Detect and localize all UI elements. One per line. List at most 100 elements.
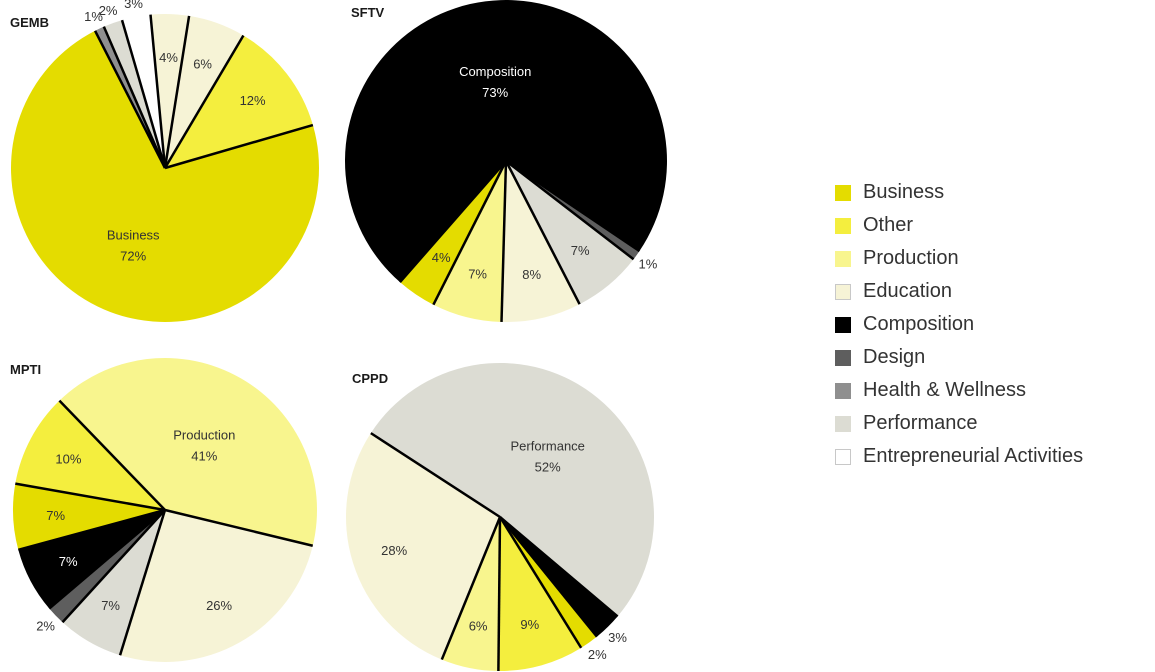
chart-title-gemb: GEMB: [10, 15, 49, 30]
legend-swatch-business: [835, 184, 851, 201]
legend-item-education: Education: [835, 275, 1083, 308]
slice-divider-cppd-1: [499, 516, 619, 618]
slice-divider-gemb-1: [164, 123, 314, 170]
slice-value-gemb-0: 72%: [120, 249, 146, 264]
legend-item-production: Production: [835, 242, 1083, 275]
slice-mpti-production-0: [59, 357, 318, 546]
slice-divider-sftv-2: [432, 160, 508, 306]
slice-value-sftv-4: 7%: [571, 243, 590, 258]
legend-swatch-production: [835, 250, 851, 267]
pie-chart-gemb: GEMB Business 72% 12% 6% 4% 3% 2%1%: [10, 0, 320, 322]
slice-divider-gemb-4: [149, 14, 167, 169]
chart-title-sftv: SFTV: [351, 5, 385, 20]
slice-cppd-business-2: [500, 517, 597, 648]
legend-item-business: Business: [835, 176, 1083, 209]
slice-cppd-education-5: [346, 433, 500, 660]
slice-value-gemb-6: 1%: [84, 9, 103, 24]
slice-divider-mpti-2: [118, 509, 167, 656]
legend-item-health-wellness: Health & Wellness: [835, 374, 1083, 407]
legend-item-entrepreneurial-activities: Entrepreneurial Activities: [835, 440, 1083, 473]
slice-divider-gemb-3: [163, 15, 191, 169]
legend-swatch-composition: [835, 316, 851, 333]
slice-value-sftv-2: 7%: [468, 266, 487, 281]
slice-label-sftv-composition: Composition: [459, 64, 531, 79]
slice-value-gemb-2: 6%: [193, 57, 212, 72]
slice-value-mpti-4: 7%: [59, 554, 78, 569]
slice-divider-cppd-5: [440, 516, 502, 661]
legend-label-design: Design: [863, 346, 926, 368]
slice-value-sftv-3: 8%: [522, 267, 541, 282]
pie-chart-sftv: SFTV Composition 73% 4% 7% 8% 7% 1%: [345, 0, 668, 323]
slice-cppd-other-3: [498, 517, 582, 671]
legend-label-other: Other: [863, 214, 914, 236]
legend-label-production: Production: [863, 247, 959, 269]
slice-divider-gemb-6: [102, 26, 167, 169]
slice-divider-cppd-4: [497, 516, 502, 672]
slice-divider-cppd-0: [370, 432, 501, 519]
slice-divider-cppd-2: [499, 516, 598, 638]
legend-item-performance: Performance: [835, 407, 1083, 440]
slice-mpti-composition-4: [18, 510, 165, 609]
legend-swatch-other: [835, 217, 851, 234]
slice-mpti-design-3: [49, 510, 165, 623]
legend-label-performance: Performance: [863, 412, 978, 434]
slice-value-mpti-3: 2%: [36, 618, 55, 633]
legend-label-entrepreneurial-activities: Entrepreneurial Activities: [863, 445, 1084, 467]
slice-gemb-business-0: [11, 30, 320, 322]
slice-mpti-business-5: [13, 483, 166, 550]
slice-mpti-other-6: [15, 400, 166, 510]
slice-divider-gemb-0: [93, 30, 167, 169]
slice-value-sftv-0: 73%: [482, 85, 508, 100]
legend-label-education: Education: [863, 280, 952, 302]
slice-label-gemb-business: Business: [107, 228, 160, 243]
slice-divider-sftv-1: [399, 160, 507, 283]
slice-value-cppd-5: 28%: [381, 543, 407, 558]
chart-title-mpti: MPTI: [10, 362, 41, 377]
slice-divider-mpti-1: [164, 508, 314, 547]
legend-label-health-wellness: Health & Wellness: [863, 379, 1027, 401]
slice-sftv-business-1: [399, 161, 506, 305]
pie-chart-mpti: MPTI Production 41% 26% 7% 2% 7% 7% 10%: [10, 357, 318, 662]
slice-gemb-education-3: [150, 13, 190, 168]
slice-value-gemb-5: 2%: [99, 3, 118, 18]
legend-swatch-health-wellness: [835, 382, 851, 399]
slice-divider-cppd-3: [498, 516, 583, 649]
slice-sftv-composition-0: [345, 0, 668, 283]
legend-swatch-performance: [835, 415, 851, 432]
pie-chart-cppd: CPPD Performance 52% 3%2% 9% 6% 28%: [346, 362, 655, 672]
slice-divider-sftv-0: [505, 159, 641, 253]
slice-label-cppd-performance: Performance: [510, 439, 584, 454]
slice-value-sftv-5: 1%: [639, 256, 658, 271]
slice-value-gemb-3: 4%: [159, 50, 178, 65]
slice-value-cppd-2: 2%: [588, 647, 607, 662]
legend-swatch-education: [835, 283, 851, 300]
legend-label-business: Business: [863, 181, 945, 203]
slice-divider-sftv-4: [504, 160, 581, 305]
slice-value-mpti-0: 41%: [191, 448, 217, 463]
legend-swatch-entrepreneurial-activities: [835, 448, 851, 465]
slice-cppd-composition-1: [500, 517, 618, 637]
slice-value-cppd-0: 52%: [535, 460, 561, 475]
legend-item-design: Design: [835, 341, 1083, 374]
legend-swatch-design: [835, 349, 851, 366]
legend: Business Other Production Education Comp…: [835, 176, 1083, 473]
slice-value-gemb-1: 12%: [240, 93, 266, 108]
slice-mpti-performance-2: [62, 510, 166, 656]
slice-value-gemb-4: 3%: [124, 0, 143, 11]
slice-divider-sftv-3: [500, 160, 508, 322]
chart-title-cppd: CPPD: [352, 371, 388, 386]
slice-divider-mpti-0: [58, 399, 166, 511]
slice-value-mpti-5: 7%: [46, 508, 65, 523]
slice-mpti-education-1: [120, 510, 313, 662]
slice-sftv-production-2: [433, 161, 506, 322]
legend-label-composition: Composition: [863, 313, 975, 335]
slice-value-cppd-4: 6%: [469, 619, 488, 634]
slice-value-sftv-1: 4%: [432, 250, 451, 265]
slice-divider-gemb-2: [163, 34, 245, 169]
slice-divider-sftv-5: [505, 160, 635, 261]
slice-label-mpti-production: Production: [173, 427, 235, 442]
legend-item-composition: Composition: [835, 308, 1083, 341]
slice-value-cppd-3: 9%: [520, 617, 539, 632]
slice-value-mpti-6: 10%: [55, 452, 81, 467]
